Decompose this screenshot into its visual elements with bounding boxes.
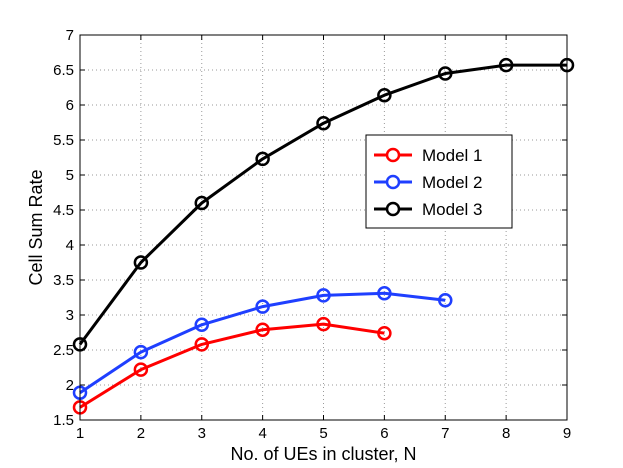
y-tick-labels: 1.5 2 2.5 3 3.5 4 4.5 5 5.5 6 6.5 7 <box>53 27 74 429</box>
x-tick-label: 3 <box>198 425 206 442</box>
x-axis-label: No. of UEs in cluster, N <box>230 444 416 464</box>
series-line <box>79 322 385 409</box>
y-tick-label: 1.5 <box>53 412 74 429</box>
data-point <box>194 195 209 211</box>
data-point <box>255 299 270 314</box>
y-tick-label: 7 <box>66 27 74 44</box>
y-axis-label: Cell Sum Rate <box>26 169 46 285</box>
data-point <box>438 66 453 81</box>
legend: Model 1 Model 2 Model 3 <box>365 134 513 229</box>
y-tick-label: 5.5 <box>53 132 74 149</box>
legend-label: Model 3 <box>422 200 482 219</box>
x-tick-label: 2 <box>137 425 145 442</box>
x-tick-label: 7 <box>441 425 449 442</box>
legend-marker <box>385 147 401 163</box>
data-point <box>316 115 331 131</box>
y-tick-label: 2.5 <box>53 342 74 359</box>
y-tick-label: 3.5 <box>53 272 74 289</box>
series-layer <box>72 57 575 415</box>
y-tick-label: 6 <box>66 97 74 114</box>
data-point <box>377 87 392 103</box>
legend-item: Model 3 <box>374 200 482 219</box>
x-tick-label: 5 <box>319 425 327 442</box>
legend-marker <box>385 174 401 190</box>
data-point <box>377 286 392 301</box>
data-point <box>438 293 453 308</box>
plot-area-frame <box>79 34 568 421</box>
y-tick-label: 4 <box>66 237 74 254</box>
data-point <box>255 151 270 167</box>
y-tick-label: 3 <box>66 307 74 324</box>
legend-label: Model 2 <box>422 173 482 192</box>
data-point <box>377 325 392 341</box>
data-point <box>194 317 209 333</box>
x-tick-label: 9 <box>563 425 571 442</box>
data-point <box>133 362 149 377</box>
x-tick-label: 8 <box>502 425 510 442</box>
legend-marker <box>385 201 401 217</box>
series-1 <box>72 316 392 415</box>
legend-label: Model 1 <box>422 146 482 165</box>
legend-item: Model 1 <box>374 146 482 165</box>
y-tick-label: 2 <box>66 377 74 394</box>
x-tick-label: 6 <box>380 425 388 442</box>
data-point <box>255 322 270 337</box>
y-tick-label: 6.5 <box>53 62 74 79</box>
x-tick-label: 1 <box>76 425 84 442</box>
data-point <box>133 255 149 270</box>
data-point <box>498 57 514 73</box>
y-tick-label: 5 <box>66 167 74 184</box>
x-tick-labels: 1 2 3 4 5 6 7 8 9 <box>76 425 571 442</box>
series-line <box>79 291 446 394</box>
legend-item: Model 2 <box>374 173 482 192</box>
data-point <box>316 288 331 303</box>
data-point <box>194 337 209 352</box>
x-tick-label: 4 <box>258 425 266 442</box>
y-tick-label: 4.5 <box>53 202 74 219</box>
data-point <box>316 316 331 332</box>
series-line <box>78 63 567 346</box>
data-point <box>133 344 149 360</box>
